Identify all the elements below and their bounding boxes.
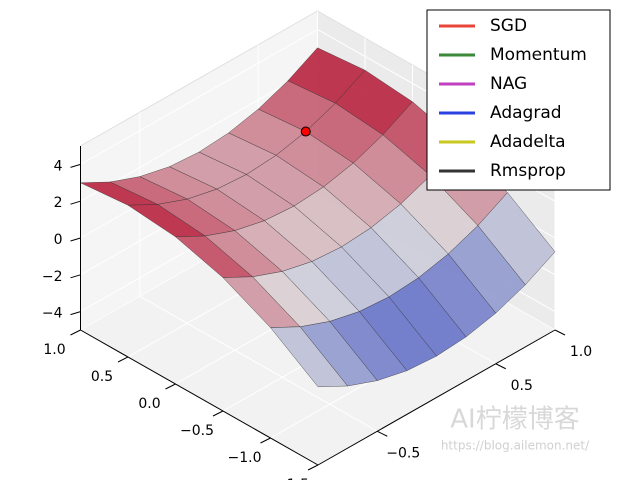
y-tick — [495, 363, 506, 370]
grid-line — [139, 295, 378, 432]
legend-label: SGD — [490, 16, 527, 36]
legend-label: Rmsprop — [490, 161, 566, 181]
x-tick — [117, 356, 129, 363]
z-tick-label: −2 — [42, 269, 63, 285]
x-tick-label: 0.5 — [91, 369, 113, 385]
x-tick — [260, 437, 271, 444]
z-tick — [70, 237, 81, 242]
grid-line — [80, 28, 318, 165]
z-tick-label: 0 — [54, 232, 63, 248]
z-tick-label: 4 — [54, 158, 63, 174]
surface-cell — [270, 326, 349, 388]
y-axis — [317, 329, 556, 466]
watermark-url: https://blog.ailemon.net/ — [441, 439, 590, 453]
x-axis — [80, 329, 319, 466]
x-tick-label: 0.0 — [138, 396, 160, 412]
x-tick-label: −1.0 — [228, 450, 262, 466]
grid-line — [80, 65, 318, 202]
x-tick-label: −0.5 — [180, 423, 214, 439]
z-tick-label: 2 — [54, 195, 63, 211]
x-tick — [307, 464, 319, 471]
x-tick — [165, 383, 176, 390]
legend-label: NAG — [490, 74, 527, 94]
x-tick — [212, 410, 224, 417]
x-tick-label: −1.5 — [275, 477, 309, 480]
legend-label: Momentum — [490, 45, 587, 65]
z-tick — [70, 311, 81, 316]
z-tick-label: −4 — [42, 306, 63, 322]
legend: SGD Momentum NAG Adagrad Adadelta Rmsprop — [426, 9, 611, 191]
watermark-title: AI柠檬博客 — [450, 405, 579, 435]
y-tick — [377, 430, 388, 437]
z-tick — [70, 200, 81, 205]
axes: 1.0 0.5 0.0 −0.5 −1.0 −1.5 −0.5 0.5 1.0 4 2 0 −2 −4 — [42, 146, 592, 480]
start-point — [300, 126, 311, 137]
z-tick — [70, 274, 81, 279]
legend-box — [426, 9, 611, 191]
y-tick-label: −0.5 — [386, 445, 420, 461]
legend-label: Adagrad — [490, 103, 562, 123]
z-tick — [70, 163, 81, 168]
y-tick — [554, 329, 566, 336]
y-tick-label: 1.0 — [570, 344, 592, 360]
x-tick-label: 1.0 — [43, 342, 65, 358]
y-tick-label: 0.5 — [511, 378, 533, 394]
legend-label: Adadelta — [490, 132, 566, 152]
x-tick — [70, 329, 81, 336]
